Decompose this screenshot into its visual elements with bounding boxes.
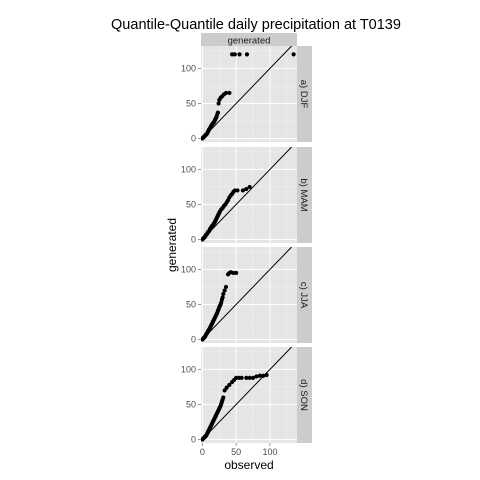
data-point bbox=[261, 373, 266, 378]
data-point bbox=[244, 186, 249, 192]
y-tick-label: 50 bbox=[186, 300, 196, 310]
reference-line bbox=[201, 46, 292, 141]
panel-4: 0 50 100 d) SON bbox=[181, 347, 312, 445]
y-tick-label: 100 bbox=[181, 64, 196, 74]
y-tick-label: 100 bbox=[181, 265, 196, 275]
panels: 0 50 100 a) DJF 0 50 100 b) MAM 0 50 100 c) JJA 0 50 1… bbox=[181, 46, 312, 445]
y-tick-label: 50 bbox=[186, 99, 196, 109]
x-tick-label: 0 bbox=[200, 447, 205, 457]
facet-strip bbox=[297, 46, 312, 142]
data-point bbox=[244, 52, 250, 57]
y-tick-label: 0 bbox=[191, 235, 196, 245]
data-point bbox=[221, 291, 226, 297]
facet-strip bbox=[297, 347, 312, 443]
data-point bbox=[250, 375, 256, 380]
data-point bbox=[224, 385, 229, 390]
data-point bbox=[240, 188, 246, 193]
points bbox=[201, 184, 252, 242]
panel-1: 0 50 100 a) DJF bbox=[181, 46, 312, 144]
panel-background bbox=[201, 247, 297, 343]
x-axis-title: observed bbox=[224, 458, 273, 472]
facet-strip bbox=[297, 247, 312, 343]
data-point bbox=[264, 372, 269, 378]
y-tick-label: 0 bbox=[191, 435, 196, 445]
data-point bbox=[223, 90, 229, 96]
y-tick-label: 100 bbox=[181, 165, 196, 175]
data-point bbox=[227, 382, 232, 387]
reference-line bbox=[201, 347, 292, 442]
data-point bbox=[247, 375, 252, 380]
reference-line bbox=[201, 147, 292, 242]
data-point bbox=[220, 295, 225, 300]
data-point bbox=[227, 90, 232, 96]
y-axis-title: generated bbox=[165, 218, 179, 272]
data-point bbox=[234, 270, 239, 276]
panel-2: 0 50 100 b) MAM bbox=[181, 147, 312, 245]
data-point bbox=[237, 52, 242, 57]
y-tick-label: 0 bbox=[191, 335, 196, 345]
data-point bbox=[222, 288, 227, 293]
chart-title: Quantile-Quantile daily precipitation at… bbox=[111, 17, 401, 33]
data-point bbox=[215, 110, 221, 115]
points bbox=[201, 52, 296, 141]
x-tick-label: 100 bbox=[262, 447, 277, 457]
x-tick-label: 50 bbox=[231, 447, 241, 457]
reference-line bbox=[201, 247, 292, 342]
panel-background bbox=[201, 147, 297, 243]
data-point bbox=[216, 101, 221, 106]
data-point bbox=[235, 188, 240, 193]
data-point bbox=[221, 395, 226, 400]
data-point bbox=[257, 373, 262, 378]
panel-3: 0 50 100 c) JJA bbox=[181, 247, 312, 345]
points bbox=[201, 372, 269, 442]
panel-background bbox=[201, 46, 297, 142]
data-point bbox=[247, 184, 252, 190]
facet-strip-label: a) DJF bbox=[298, 80, 309, 109]
y-tick-label: 50 bbox=[186, 200, 196, 210]
facet-strip bbox=[297, 147, 312, 243]
y-tick-label: 50 bbox=[186, 400, 196, 410]
data-point bbox=[244, 375, 249, 380]
data-point bbox=[232, 52, 237, 57]
data-point bbox=[223, 284, 229, 290]
panel-background bbox=[201, 347, 297, 443]
facet-strip-label: c) JJA bbox=[298, 282, 309, 309]
data-point bbox=[239, 375, 244, 380]
column-strip-label: generated bbox=[228, 36, 271, 47]
column-strip bbox=[201, 33, 297, 46]
data-point bbox=[291, 52, 296, 57]
data-point bbox=[254, 374, 259, 379]
points bbox=[201, 270, 239, 342]
y-tick-label: 100 bbox=[181, 365, 196, 375]
y-tick-label: 0 bbox=[191, 134, 196, 144]
facet-strip-label: b) MAM bbox=[298, 178, 309, 211]
facet-strip-label: d) SON bbox=[298, 379, 309, 411]
x-axis: 0 50 100 bbox=[200, 443, 277, 457]
